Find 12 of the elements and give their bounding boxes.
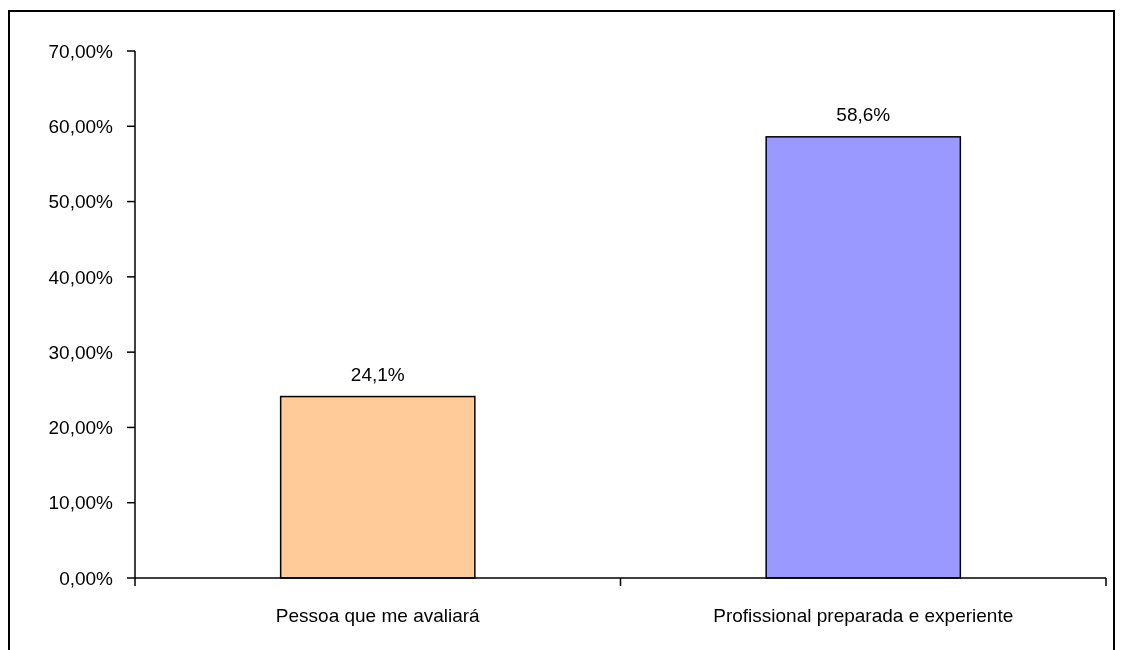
- data-label: 24,1%: [350, 363, 405, 385]
- y-tick-label: 30,00%: [48, 341, 114, 363]
- data-label: 58,6%: [836, 103, 891, 125]
- y-tick-label: 60,00%: [48, 115, 114, 137]
- y-tick-label: 0,00%: [59, 567, 114, 589]
- y-tick-label: 10,00%: [48, 492, 114, 514]
- y-tick-label: 70,00%: [48, 40, 114, 62]
- y-tick-label: 50,00%: [48, 191, 114, 213]
- x-tick-label: Pessoa que me avaliará: [275, 605, 481, 626]
- y-tick-label: 20,00%: [48, 417, 114, 439]
- y-tick-label: 40,00%: [48, 266, 114, 288]
- x-tick-label: Profissional preparada e experiente: [713, 605, 1014, 626]
